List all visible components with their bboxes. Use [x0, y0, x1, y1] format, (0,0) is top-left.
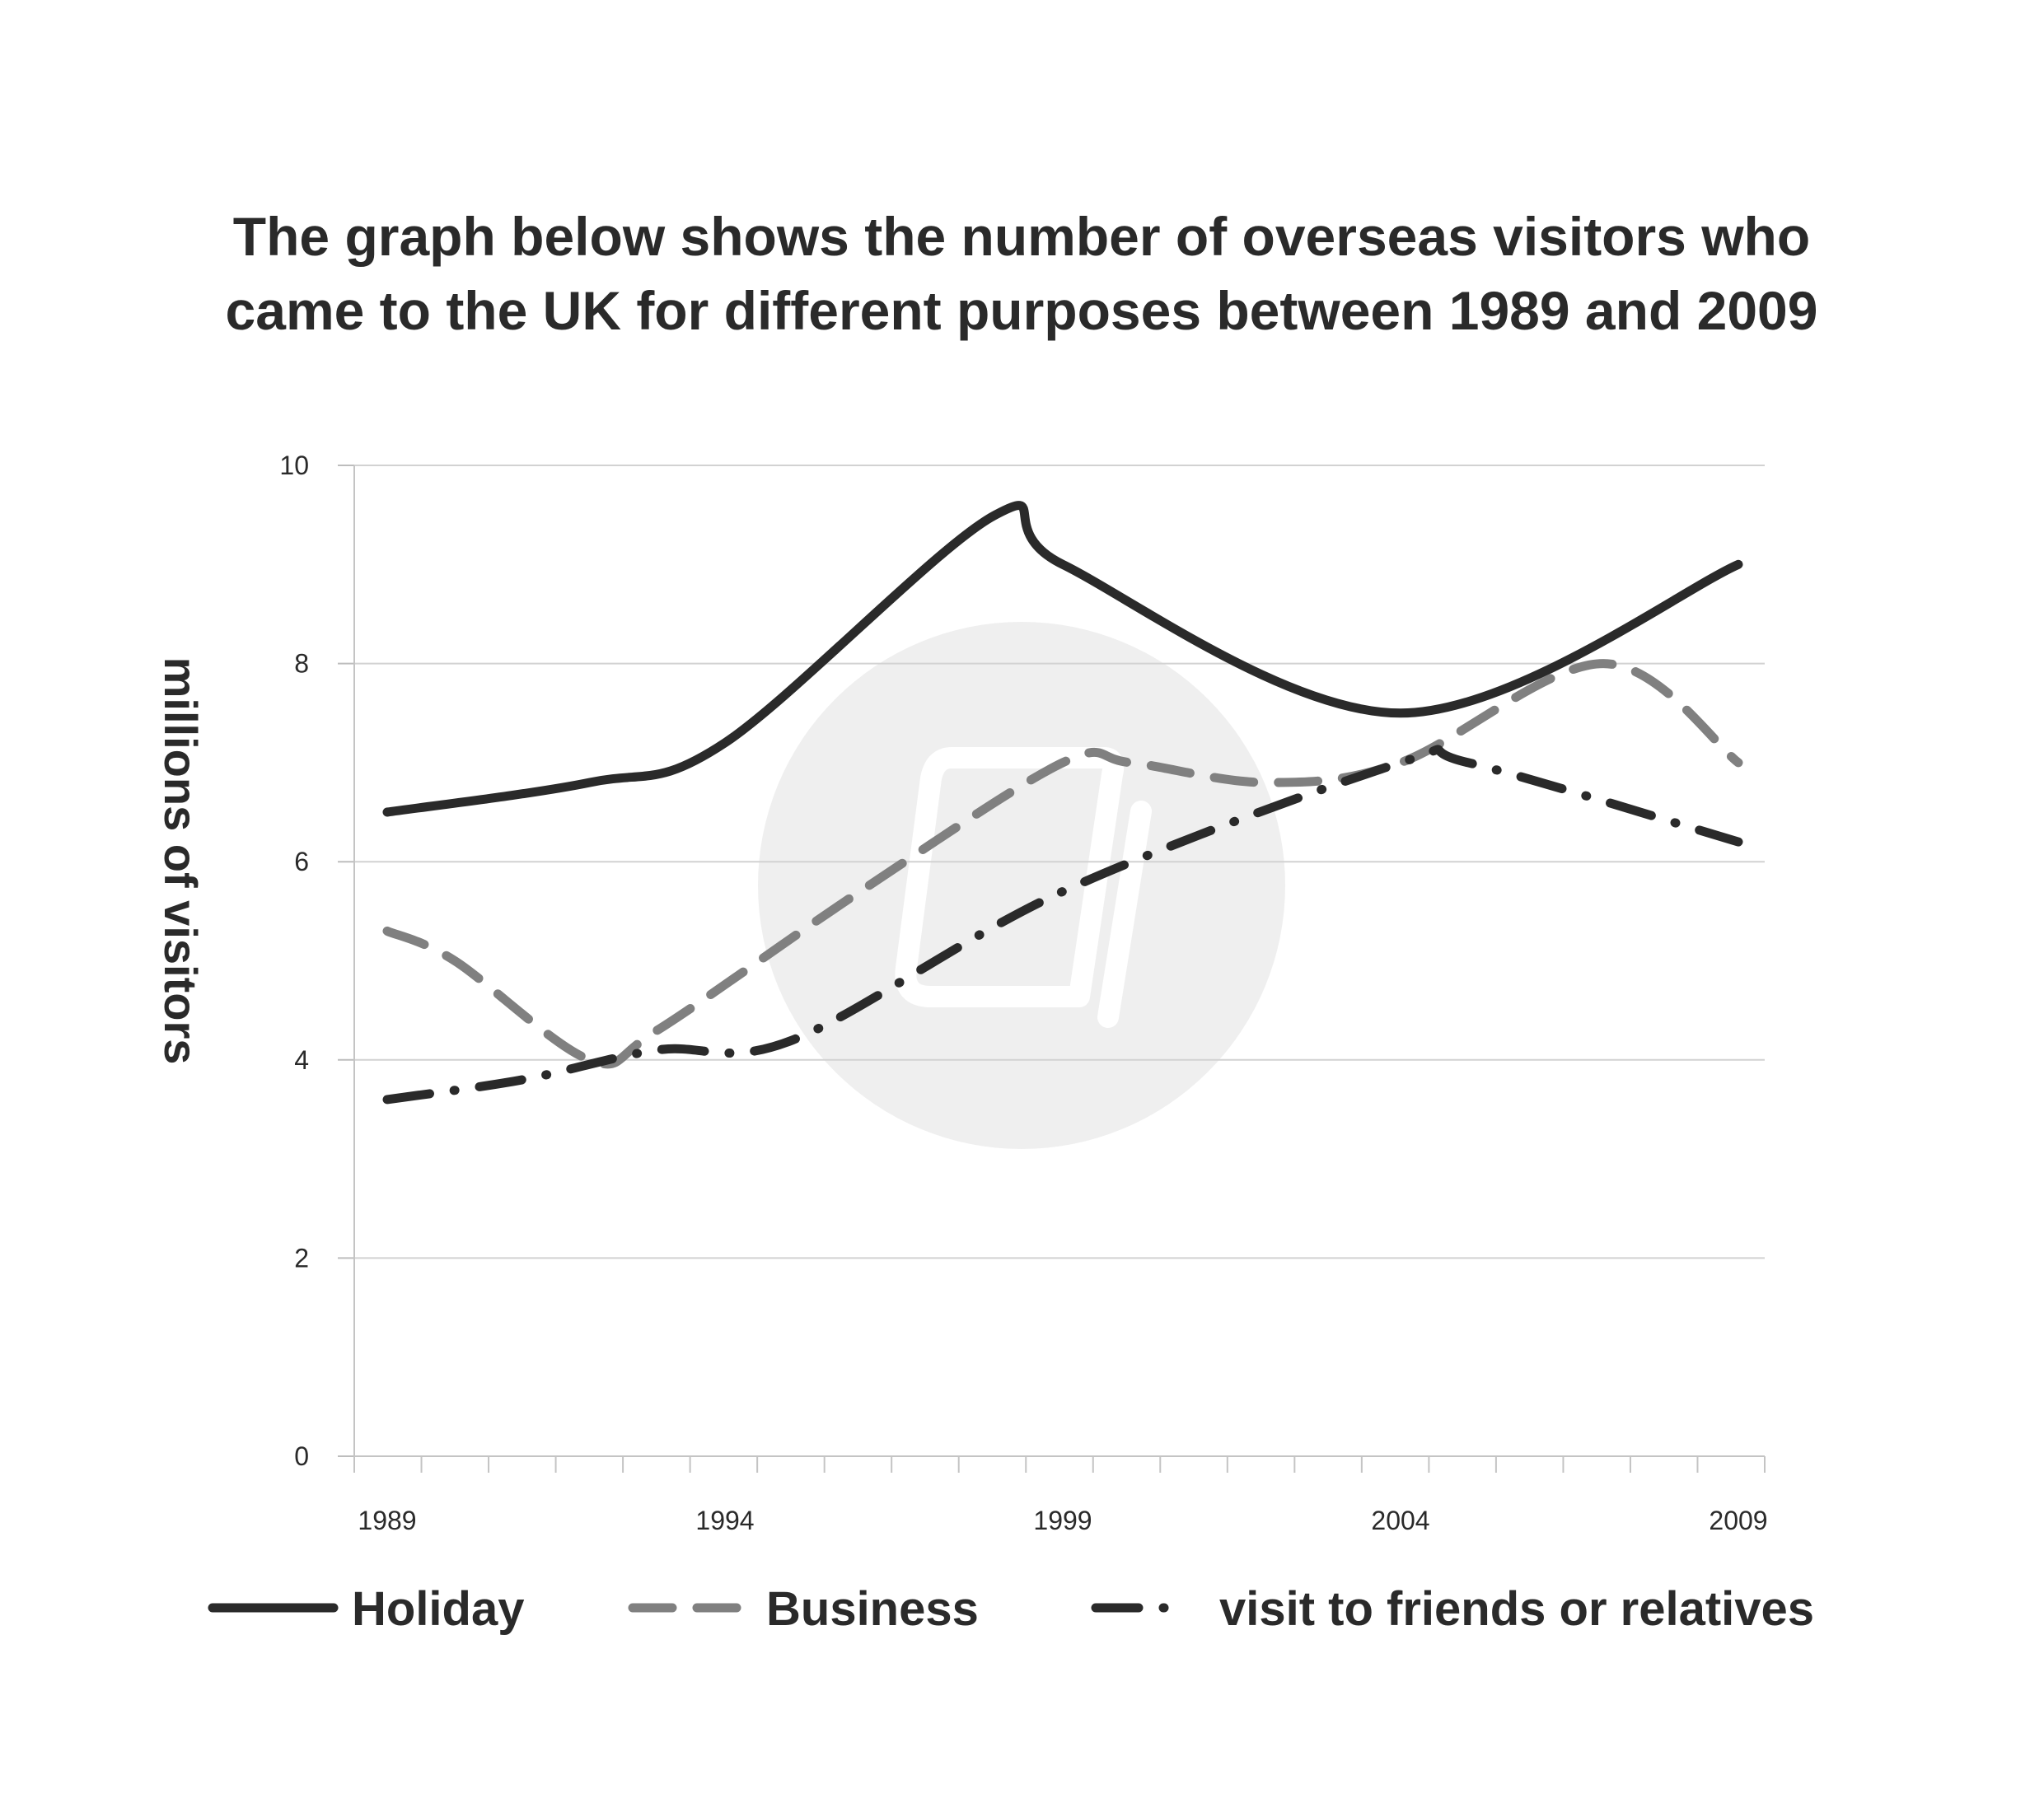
chart-title-line-2: came to the UK for different purposes be… — [226, 280, 1818, 341]
chart-title-line-1: The graph below shows the number of over… — [233, 206, 1810, 267]
x-tick-label-2009: 2009 — [1709, 1506, 1767, 1535]
y-tick-label-2: 2 — [294, 1243, 309, 1273]
y-tick-label-6: 6 — [294, 847, 309, 876]
y-tick-label-8: 8 — [294, 649, 309, 679]
legend-label-holiday: Holiday — [352, 1582, 525, 1636]
y-tick-label-4: 4 — [294, 1045, 309, 1075]
book-logo-watermark — [758, 622, 1285, 1149]
y-tick-label-10: 10 — [279, 451, 309, 480]
x-tick-label-1994: 1994 — [695, 1506, 754, 1535]
y-axis-label: millions of visitors — [155, 657, 207, 1065]
x-tick-label-1999: 1999 — [1033, 1506, 1092, 1535]
legend-label-visit-friends-relatives: visit to friends or relatives — [1219, 1582, 1814, 1636]
y-tick-label-0: 0 — [294, 1441, 309, 1471]
x-tick-label-2004: 2004 — [1371, 1506, 1429, 1535]
legend-label-business: Business — [766, 1582, 979, 1636]
x-tick-label-1989: 1989 — [358, 1506, 416, 1535]
